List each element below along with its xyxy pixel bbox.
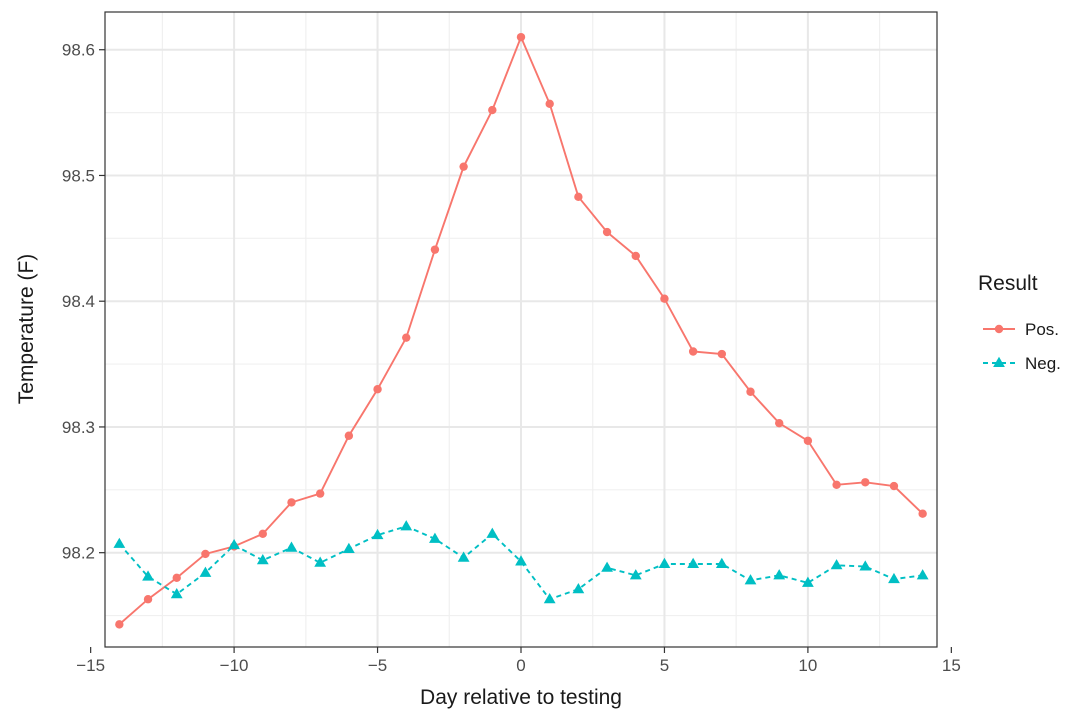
- x-axis: −15 −10 −5 0 5 10 15: [76, 647, 961, 675]
- data-point-neg: [486, 527, 499, 538]
- data-point-pos: [631, 251, 640, 261]
- data-point-pos: [574, 192, 583, 202]
- data-point-neg: [371, 528, 384, 540]
- legend-key-marker: [993, 356, 1005, 368]
- data-point-pos: [918, 509, 927, 518]
- data-point-neg: [285, 541, 298, 552]
- data-point-neg: [457, 551, 470, 562]
- data-point-neg: [859, 560, 872, 571]
- data-point-pos: [430, 245, 440, 254]
- series-layer: [113, 32, 929, 629]
- data-point-neg: [515, 555, 527, 566]
- data-point-neg: [113, 537, 126, 548]
- data-point-pos: [459, 162, 468, 171]
- data-point-pos: [258, 529, 267, 539]
- data-point-pos: [143, 595, 153, 604]
- legend-title: Result: [978, 272, 1038, 295]
- data-point-pos: [201, 549, 210, 559]
- legend: Result Pos. Neg.: [978, 272, 1061, 373]
- series-neg: [113, 520, 929, 604]
- data-point-neg: [773, 569, 786, 580]
- data-point-pos: [172, 573, 181, 583]
- x-tick-label: 0: [516, 656, 525, 675]
- data-point-pos: [488, 105, 497, 115]
- data-point-pos: [746, 387, 755, 396]
- data-point-neg: [629, 569, 642, 580]
- data-point-pos: [287, 498, 296, 507]
- data-point-neg: [572, 582, 585, 594]
- data-point-pos: [832, 480, 841, 489]
- data-point-pos: [545, 99, 554, 108]
- x-tick-label: −5: [368, 656, 387, 675]
- data-point-neg: [314, 556, 327, 567]
- data-point-neg: [429, 532, 441, 543]
- legend-label: Neg.: [1025, 354, 1061, 373]
- data-point-pos: [373, 385, 382, 394]
- series-line-neg: [118, 525, 923, 601]
- grid-major: [105, 12, 937, 647]
- data-point-neg: [228, 538, 240, 550]
- data-point-pos: [889, 481, 899, 491]
- x-tick-label: 5: [660, 656, 669, 675]
- x-tick-label: −15: [76, 656, 105, 675]
- x-axis-title: Day relative to testing: [420, 686, 622, 709]
- legend-item-neg: Neg.: [983, 354, 1061, 373]
- data-point-neg: [744, 574, 757, 585]
- data-point-pos: [115, 620, 124, 629]
- data-point-neg: [601, 561, 613, 572]
- data-point-neg: [170, 587, 183, 599]
- data-point-neg: [715, 557, 728, 569]
- y-tick-label: 98.2: [62, 544, 95, 563]
- legend-label: Pos.: [1025, 320, 1059, 339]
- data-point-pos: [602, 227, 612, 237]
- data-point-neg: [658, 557, 671, 569]
- data-point-pos: [775, 418, 784, 428]
- data-point-neg: [256, 554, 269, 565]
- y-tick-label: 98.5: [62, 166, 95, 185]
- data-point-pos: [717, 349, 727, 359]
- legend-item-pos: Pos.: [983, 320, 1059, 339]
- data-point-pos: [861, 478, 870, 487]
- data-point-neg: [342, 542, 355, 553]
- data-point-pos: [516, 32, 526, 42]
- series-pos: [115, 32, 927, 629]
- data-point-pos: [688, 347, 698, 356]
- data-point-neg: [830, 559, 843, 570]
- x-tick-label: 10: [798, 656, 817, 675]
- y-tick-label: 98.3: [62, 418, 95, 437]
- data-point-neg: [888, 572, 900, 584]
- data-point-neg: [400, 520, 413, 531]
- legend-key-marker: [994, 324, 1004, 334]
- data-point-pos: [344, 431, 354, 440]
- data-point-pos: [803, 436, 813, 445]
- x-tick-label: −10: [220, 656, 249, 675]
- data-point-neg: [543, 593, 556, 604]
- data-point-neg: [802, 576, 814, 587]
- data-point-neg: [199, 566, 212, 577]
- data-point-neg: [916, 569, 929, 580]
- data-point-pos: [660, 294, 669, 303]
- data-point-pos: [402, 333, 411, 342]
- data-point-pos: [315, 489, 325, 498]
- y-tick-label: 98.6: [62, 41, 95, 60]
- data-point-neg: [142, 570, 154, 581]
- data-point-neg: [687, 557, 700, 569]
- y-axis-title: Temperature (F): [15, 254, 38, 405]
- y-tick-label: 98.4: [62, 292, 95, 311]
- x-tick-label: 15: [942, 656, 961, 675]
- y-axis: 98.2 98.3 98.4 98.5 98.6: [62, 41, 105, 563]
